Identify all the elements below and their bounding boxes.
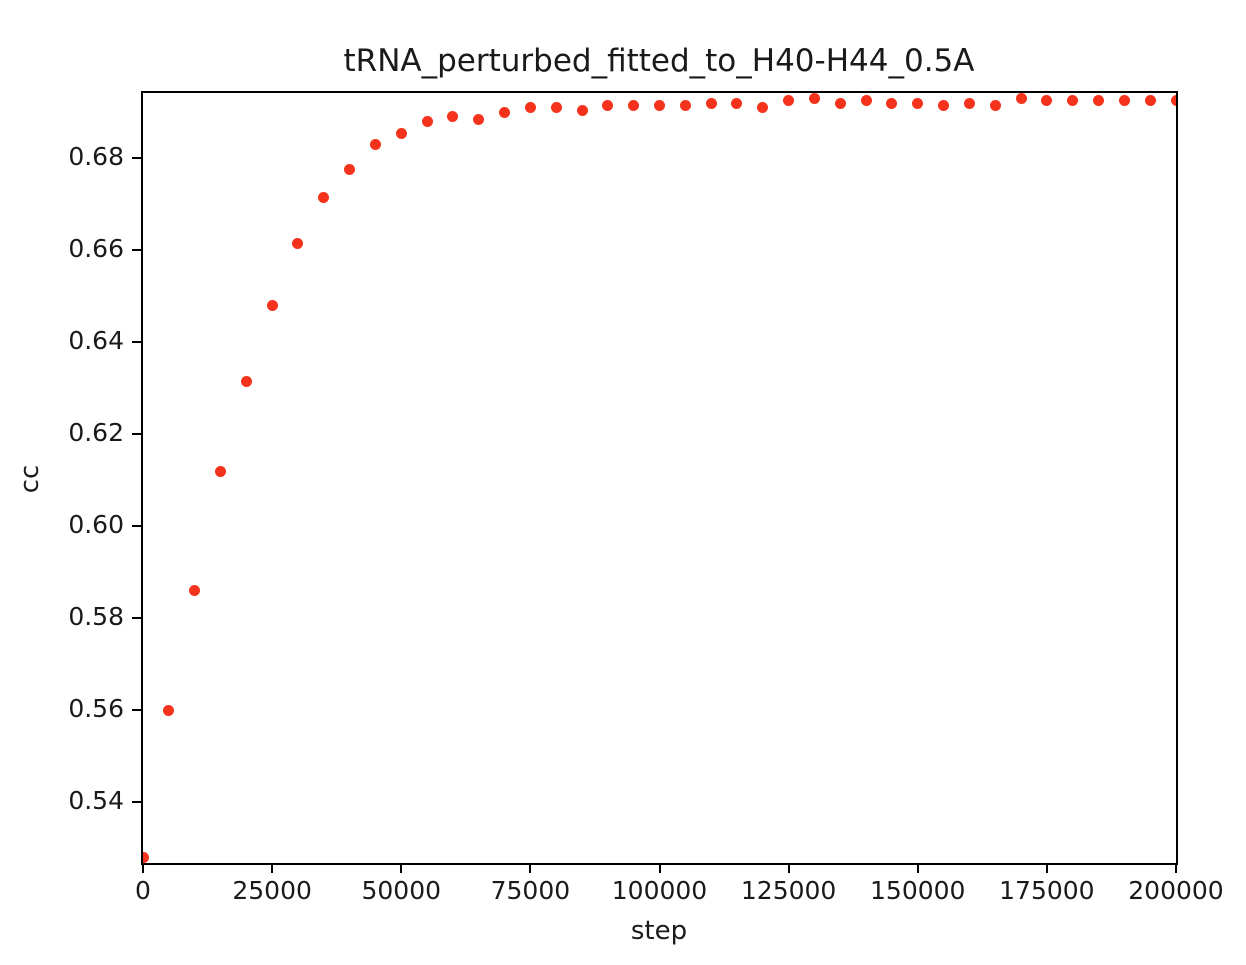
scatter-point [524,102,536,114]
scatter-point [834,97,846,109]
y-tick-mark [132,433,141,436]
x-tick-label: 175000 [999,876,1095,905]
y-axis-label: cc [15,464,45,494]
scatter-point [628,99,640,111]
scatter-point [1093,95,1105,107]
y-tick-mark [132,709,141,712]
y-tick-label: 0.58 [68,602,124,632]
x-tick-label: 200000 [1128,876,1224,905]
scatter-point [705,97,717,109]
x-tick-mark [400,865,403,873]
x-tick-mark [1045,865,1048,873]
scatter-point [1118,95,1130,107]
x-tick-label: 75000 [490,876,571,905]
x-tick-label: 50000 [361,876,442,905]
scatter-point [214,465,226,477]
scatter-point [602,99,614,111]
y-tick-mark [132,801,141,804]
x-tick-mark [787,865,790,873]
scatter-point [163,704,175,716]
scatter-point [421,116,433,128]
scatter-point [318,191,330,203]
scatter-point [1170,95,1176,107]
x-tick-label: 100000 [611,876,708,905]
y-tick-label: 0.64 [68,326,124,356]
scatter-point [240,375,252,387]
scatter-point [550,102,562,114]
scatter-point [886,97,898,109]
scatter-point [679,99,691,111]
y-tick-label: 0.56 [68,694,124,724]
scatter-point [938,99,950,111]
chart-title: tRNA_perturbed_fitted_to_H40-H44_0.5A [343,43,975,79]
scatter-point [1041,95,1053,107]
scatter-point [395,127,407,139]
x-tick-mark [529,865,532,873]
y-tick-mark [132,617,141,620]
scatter-point [473,113,485,125]
x-tick-mark [916,865,919,873]
scatter-point [654,99,665,111]
scatter-point [963,97,975,109]
scatter-point [369,139,381,151]
scatter-point [757,102,769,114]
scatter-point [808,93,820,105]
scatter-point [1015,93,1027,105]
scatter-point [989,99,1001,111]
x-tick-label: 0 [135,876,151,905]
scatter-point [143,851,149,863]
scatter-point [189,585,201,597]
y-tick-mark [132,525,141,528]
scatter-point [912,97,924,109]
y-tick-label: 0.62 [68,418,124,448]
scatter-point [1067,95,1079,107]
x-tick-label: 25000 [232,876,312,905]
scatter-point [292,237,304,249]
axes-spines [141,91,1178,865]
scatter-point [576,104,588,116]
scatter-point [266,300,278,311]
y-tick-label: 0.66 [68,234,124,264]
x-tick-label: 150000 [870,876,966,905]
scatter-point [344,164,356,176]
scatter-point [1144,95,1156,107]
scatter-point [499,106,511,118]
y-tick-label: 0.68 [68,142,124,172]
x-tick-mark [271,865,274,873]
x-tick-label: 125000 [740,876,837,905]
x-tick-mark [1175,865,1177,873]
y-tick-mark [132,157,141,160]
y-tick-label: 0.54 [68,786,124,816]
y-tick-label: 0.60 [68,510,124,540]
x-axis-label: step [630,916,688,946]
scatter-point [447,111,459,123]
scatter-point [783,95,795,107]
y-tick-mark [132,341,141,344]
plot-area [143,93,1176,863]
y-tick-mark [132,249,141,252]
scatter-point [731,97,743,109]
x-tick-mark [142,865,144,873]
x-tick-mark [658,865,661,873]
scatter-point [860,95,872,107]
